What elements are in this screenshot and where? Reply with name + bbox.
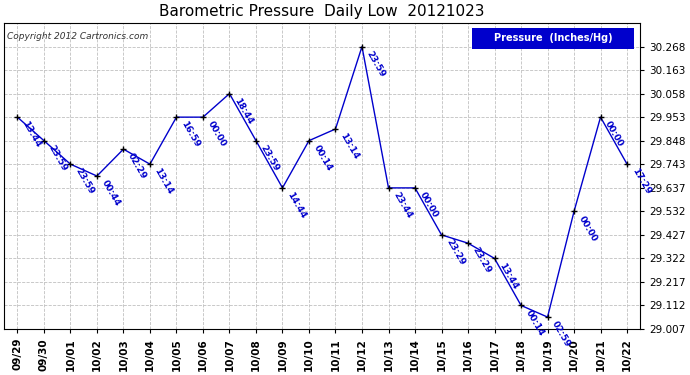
Text: 17:29: 17:29 (630, 167, 652, 196)
Text: 00:00: 00:00 (417, 190, 440, 219)
Text: 13:14: 13:14 (152, 167, 175, 196)
Text: Copyright 2012 Cartronics.com: Copyright 2012 Cartronics.com (8, 32, 148, 41)
Text: 23:59: 23:59 (73, 167, 95, 196)
Text: 00:00: 00:00 (206, 120, 228, 149)
Text: 18:44: 18:44 (233, 96, 255, 126)
Title: Barometric Pressure  Daily Low  20121023: Barometric Pressure Daily Low 20121023 (159, 4, 485, 19)
Text: 23:44: 23:44 (391, 190, 413, 220)
Text: 02:29: 02:29 (126, 152, 148, 181)
Text: 23:29: 23:29 (471, 246, 493, 275)
Text: 14:44: 14:44 (285, 190, 308, 220)
Text: 13:44: 13:44 (497, 261, 520, 291)
Text: 23:59: 23:59 (365, 50, 387, 79)
Text: 00:14: 00:14 (312, 143, 334, 172)
Text: 13:14: 13:14 (338, 132, 360, 161)
Text: 00:00: 00:00 (603, 120, 625, 149)
Text: 16:59: 16:59 (179, 120, 201, 149)
Text: 23:59: 23:59 (259, 143, 281, 173)
Text: 13:44: 13:44 (20, 120, 42, 149)
Text: 00:44: 00:44 (100, 179, 122, 208)
Text: 00:14: 00:14 (524, 308, 546, 338)
Text: 02:59: 02:59 (551, 320, 573, 349)
Text: 23:59: 23:59 (47, 143, 69, 173)
Text: 00:00: 00:00 (577, 214, 599, 243)
Text: 23:29: 23:29 (444, 238, 466, 267)
